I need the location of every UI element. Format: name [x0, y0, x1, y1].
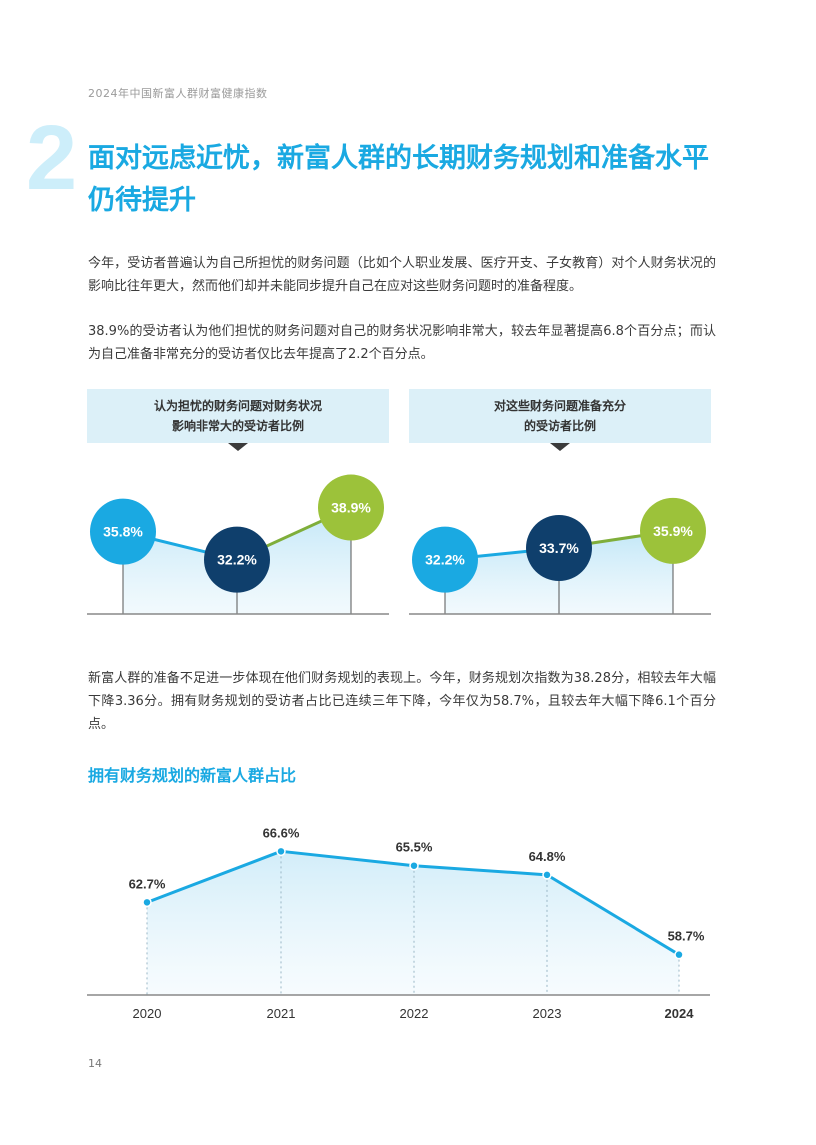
preparedness-chart-bubble [412, 526, 478, 593]
planning-value-label: 64.8% [529, 849, 566, 864]
impact-bubble-chart: 35.8% 2022 32.2% 2023 38.9% 2024 [87, 474, 389, 629]
planning-line-chart: 62.7% 2020 66.6% 2021 65.5% 2022 64.8% 2023 58.7… [87, 825, 710, 1021]
planning-area-fill [147, 851, 679, 995]
planning-paragraph: 新富人群的准备不足进一步体现在他们财务规划的表现上。今年，财务规划次指数为38.… [88, 671, 716, 732]
planning-year-label: 2021 [267, 1006, 296, 1021]
preparedness-chart-bubble [526, 515, 592, 581]
section-title: 面对远虑近忧，新富人群的长期财务规划和准备水平仍待提升 [88, 143, 709, 216]
impact-chart-year-label: 2024 [337, 626, 367, 629]
planning-data-point [276, 846, 286, 857]
impact-chart-panel: 认为担忧的财务问题对财务状况 影响非常大的受访者比例 35.8% 2022 32.2… [87, 389, 389, 629]
planning-year-label: 2024 [665, 1006, 695, 1021]
planning-data-point [142, 897, 152, 908]
preparedness-chart-header-line2: 的受访者比例 [523, 419, 596, 433]
planning-data-point [674, 949, 684, 960]
preparedness-chart-year-label: 2022 [431, 626, 460, 629]
planning-data-point [542, 870, 552, 880]
impact-chart-value-label: 38.9% [331, 500, 371, 516]
planning-year-label: 2023 [533, 1006, 562, 1021]
header-pointer-arrow [550, 443, 570, 451]
planning-value-label: 62.7% [129, 876, 166, 891]
preparedness-chart-header: 对这些财务问题准备充分 的受访者比例 [409, 389, 711, 443]
planning-value-label: 58.7% [668, 929, 705, 944]
planning-value-label: 65.5% [396, 840, 433, 855]
preparedness-chart-value-label: 32.2% [425, 552, 465, 568]
impact-chart-bubble [90, 498, 156, 565]
page-number: 14 [88, 1057, 102, 1070]
stats-paragraph: 38.9%的受访者认为他们担忧的财务问题对自己的财务状况影响非常大，较去年显著提… [88, 324, 716, 362]
planning-year-label: 2020 [133, 1006, 162, 1021]
preparedness-chart-bubble [640, 497, 706, 564]
planning-value-label: 66.6% [263, 825, 300, 840]
preparedness-chart-year-label: 2023 [545, 626, 574, 629]
preparedness-chart-header-line1: 对这些财务问题准备充分 [493, 399, 626, 413]
impact-chart-year-label: 2022 [109, 626, 138, 629]
preparedness-chart-panel: 对这些财务问题准备充分 的受访者比例 32.2% 2022 33.7% 2023 35.… [409, 389, 711, 629]
intro-paragraph: 今年，受访者普遍认为自己所担忧的财务问题（比如个人职业发展、医疗开支、子女教育）… [88, 256, 716, 294]
planning-data-point [409, 860, 419, 871]
preparedness-chart-value-label: 33.7% [539, 540, 579, 556]
impact-chart-bubble [204, 526, 270, 593]
impact-chart-header-line2: 影响非常大的受访者比例 [171, 419, 304, 433]
impact-chart-header-line1: 认为担忧的财务问题对财务状况 [153, 399, 322, 413]
impact-chart-header: 认为担忧的财务问题对财务状况 影响非常大的受访者比例 [87, 389, 389, 443]
impact-chart-value-label: 32.2% [217, 552, 257, 568]
running-header: 2024年中国新富人群财富健康指数 [88, 87, 268, 100]
planning-chart-title: 拥有财务规划的新富人群占比 [88, 766, 297, 785]
planning-year-label: 2022 [400, 1006, 429, 1021]
impact-chart-year-label: 2023 [223, 626, 252, 629]
impact-chart-value-label: 35.8% [103, 524, 143, 540]
impact-chart-bubble [318, 474, 384, 541]
preparedness-chart-year-label: 2024 [659, 626, 689, 629]
preparedness-chart-value-label: 35.9% [653, 523, 693, 539]
header-pointer-arrow [228, 443, 248, 451]
preparedness-bubble-chart: 32.2% 2022 33.7% 2023 35.9% 2024 [409, 497, 711, 629]
section-number: 2 [26, 107, 78, 209]
